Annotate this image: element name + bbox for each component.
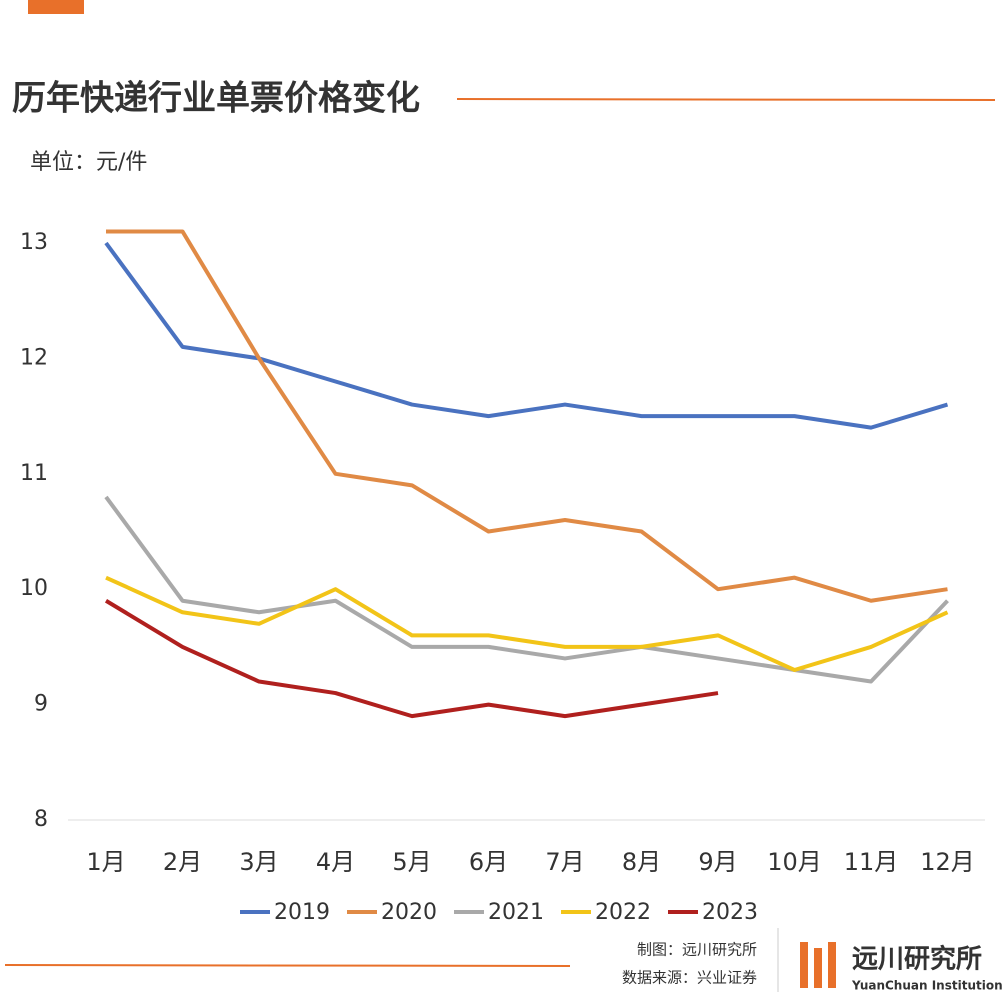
y-tick-label: 10	[20, 576, 48, 601]
accent-block	[28, 0, 84, 14]
line-series	[104, 495, 949, 684]
legend-label: 2019	[274, 900, 330, 925]
x-tick-label: 4月	[316, 848, 355, 876]
y-tick-label: 12	[20, 345, 48, 370]
footer-rule	[4, 964, 571, 967]
x-tick-label: 5月	[392, 848, 431, 876]
x-tick-label: 8月	[622, 848, 661, 876]
legend-label: 2020	[381, 900, 437, 925]
logo-icon	[800, 942, 836, 988]
x-tick-label: 2月	[163, 848, 202, 876]
legend-label: 2023	[702, 900, 758, 925]
x-tick-label: 12月	[920, 848, 975, 876]
line-series	[105, 575, 949, 672]
line-series	[106, 229, 948, 603]
y-tick-label: 13	[20, 230, 48, 255]
y-tick-label: 9	[34, 692, 48, 717]
title-rule	[456, 98, 996, 101]
logo-name: 远川研究所	[852, 944, 982, 975]
y-tick-label: 8	[34, 807, 48, 832]
chart-title: 历年快递行业单票价格变化	[12, 79, 420, 119]
line-series	[104, 599, 719, 719]
y-tick-label: 11	[20, 461, 48, 486]
x-tick-label: 1月	[86, 848, 125, 876]
legend-label: 2021	[488, 900, 544, 925]
x-tick-label: 3月	[239, 848, 278, 876]
x-tick-label: 7月	[545, 848, 584, 876]
x-tick-label: 9月	[698, 848, 737, 876]
credit: 制图：远川研究所	[637, 941, 757, 959]
line-series	[104, 241, 949, 430]
x-tick-label: 6月	[469, 848, 508, 876]
credit: 数据来源：兴业证券	[622, 969, 757, 987]
unit-label: 单位：元/件	[30, 150, 147, 175]
logo-subtitle: YuanChuan Institution	[851, 979, 1002, 993]
x-tick-label: 11月	[844, 848, 899, 876]
legend-label: 2022	[595, 900, 651, 925]
x-tick-label: 10月	[767, 848, 822, 876]
